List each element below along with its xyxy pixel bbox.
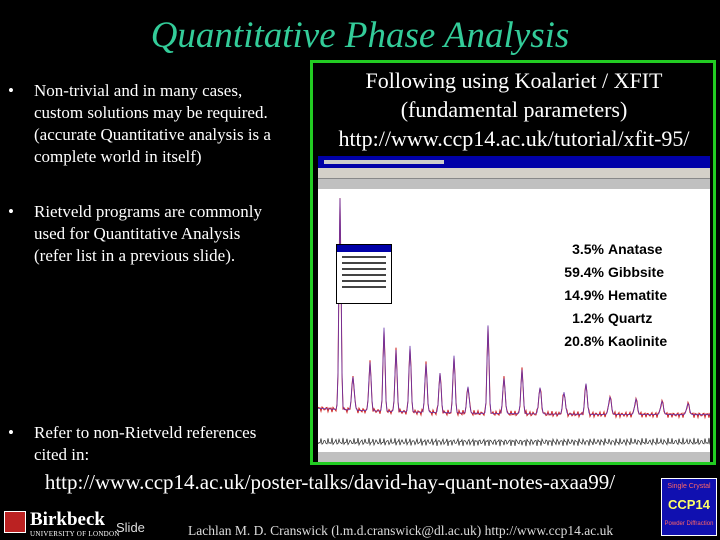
window-statusbar — [318, 452, 710, 462]
diffraction-pattern — [317, 198, 711, 447]
slide-label: Slide — [116, 520, 145, 535]
window-menubar — [318, 168, 710, 179]
bullet-line: cited in: — [34, 445, 90, 464]
bullet-line: Non-trivial and in many cases, — [34, 81, 243, 100]
calculated-pattern — [317, 198, 710, 416]
right-header: Following using Koalariet / XFIT (fundam… — [314, 66, 714, 153]
difference-curve — [317, 437, 711, 447]
phase-results: 3.5% Anatase 59.4% Gibbsite 14.9% Hematite … — [556, 238, 667, 353]
ccp14-logo: Single Crystal CCP14 Powder Diffraction — [661, 478, 717, 536]
reference-link[interactable]: http://www.ccp14.ac.uk/poster-talks/davi… — [44, 470, 616, 494]
bullet-marker: • — [8, 81, 14, 100]
bullet-line: complete world in itself) — [34, 147, 202, 166]
author-footer: Lachlan M. D. Cranswick (l.m.d.cranswick… — [188, 523, 614, 538]
window-toolbar — [318, 179, 710, 189]
window-titlebar — [318, 156, 710, 168]
screenshot-frame — [310, 60, 716, 465]
bullet-marker: • — [8, 423, 14, 442]
phase-result-row: 59.4% Gibbsite — [564, 264, 665, 280]
options-dialog[interactable] — [336, 244, 392, 304]
bullet-marker: • — [8, 202, 14, 221]
phase-result-row: 3.5% Anatase — [572, 241, 663, 257]
phase-result-row: 20.8% Kaolinite — [564, 333, 668, 349]
slide-title: Quantitative Phase Analysis — [150, 15, 570, 56]
diffraction-plot: 3.5% Anatase 59.4% Gibbsite 14.9% Hematite … — [317, 190, 711, 452]
right-header-line2: (fundamental parameters) — [400, 97, 628, 122]
bullet-line: Refer to non-Rietveld references — [34, 423, 257, 442]
phase-result-row: 1.2% Quartz — [572, 310, 653, 326]
program-screenshot: 3.5% Anatase 59.4% Gibbsite 14.9% Hematite … — [317, 156, 711, 462]
crest-icon — [4, 511, 26, 533]
birkbeck-logo: Birkbeck UNIVERSITY OF LONDON — [4, 509, 119, 538]
bullet-line: (accurate Quantitative analysis is a — [34, 125, 271, 144]
bullet-line: (refer list in a previous slide). — [34, 246, 236, 265]
bullet-line: used for Quantitative Analysis — [34, 224, 241, 243]
bullet-line: custom solutions may be required. — [34, 103, 268, 122]
phase-result-row: 14.9% Hematite — [564, 287, 668, 303]
tutorial-link[interactable]: http://www.ccp14.ac.uk/tutorial/xfit-95/ — [338, 126, 690, 151]
right-header-line1: Following using Koalariet / XFIT — [365, 68, 663, 93]
bullet-line: Rietveld programs are commonly — [34, 202, 263, 221]
